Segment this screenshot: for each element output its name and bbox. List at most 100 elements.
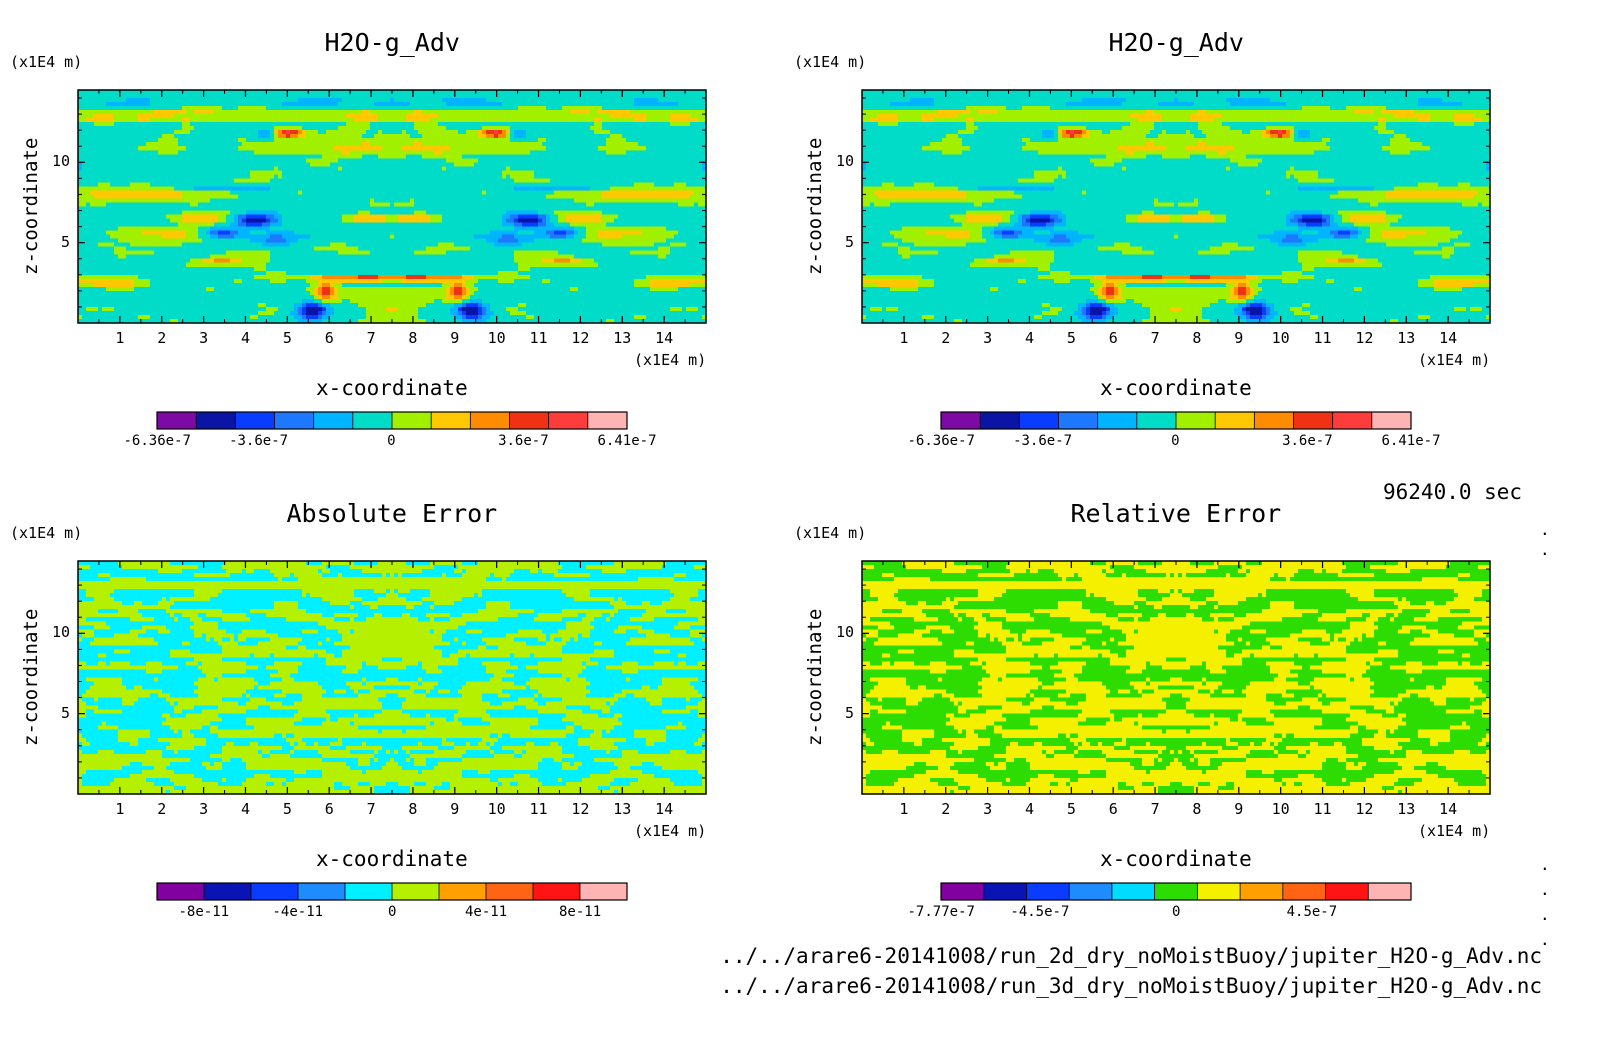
heatmap-cell: [82, 170, 87, 175]
heatmap-cell: [154, 275, 159, 280]
heatmap-cell: [174, 94, 179, 99]
heatmap-cell: [198, 263, 203, 268]
heatmap-cell: [178, 122, 183, 127]
heatmap-cell: [222, 138, 227, 143]
heatmap-cell: [342, 130, 347, 135]
heatmap-cell: [406, 279, 411, 284]
heatmap-cell: [382, 158, 387, 163]
heatmap-cell: [158, 150, 163, 155]
heatmap-cell: [162, 207, 167, 212]
heatmap-cell: [386, 186, 391, 191]
heatmap-cell: [418, 122, 423, 127]
heatmap-cell: [294, 219, 299, 224]
heatmap-cell: [198, 223, 203, 228]
heatmap-cell: [418, 235, 423, 240]
heatmap-cell: [306, 198, 311, 203]
heatmap-cell: [326, 315, 331, 320]
heatmap-cell: [326, 243, 331, 248]
heatmap-cell: [218, 271, 223, 276]
heatmap-cell: [346, 247, 351, 252]
heatmap-cell: [198, 231, 203, 236]
heatmap-cell: [282, 118, 287, 123]
heatmap-cell: [322, 223, 327, 228]
heatmap-cell: [198, 247, 203, 252]
heatmap-cell: [394, 158, 399, 163]
heatmap-cell: [278, 251, 283, 256]
heatmap-cell: [150, 178, 155, 183]
heatmap-cell: [402, 102, 407, 107]
heatmap-cell: [378, 243, 383, 248]
heatmap-cell: [142, 291, 147, 296]
heatmap-cell: [150, 126, 155, 131]
heatmap-cell: [138, 158, 143, 163]
heatmap-cell: [186, 182, 191, 187]
heatmap-cell: [86, 239, 91, 244]
heatmap-cell: [250, 223, 255, 228]
heatmap-cell: [234, 211, 239, 216]
heatmap-cell: [234, 134, 239, 139]
heatmap-cell: [370, 239, 375, 244]
heatmap-cell: [186, 259, 191, 264]
heatmap-cell: [302, 150, 307, 155]
heatmap-cell: [258, 158, 263, 163]
heatmap-cell: [322, 279, 327, 284]
heatmap-cell: [246, 275, 251, 280]
heatmap-cell: [382, 239, 387, 244]
heatmap-cell: [370, 215, 375, 220]
heatmap-cell: [334, 255, 339, 260]
heatmap-cell: [102, 219, 107, 224]
heatmap-cell: [166, 178, 171, 183]
heatmap-cell: [382, 215, 387, 220]
heatmap-cell: [278, 126, 283, 131]
heatmap-cell: [366, 118, 371, 123]
heatmap-cell: [234, 194, 239, 199]
heatmap-cell: [194, 239, 199, 244]
heatmap-cell: [202, 186, 207, 191]
heatmap-cell: [354, 130, 359, 135]
heatmap-cell: [250, 279, 255, 284]
heatmap-cell: [94, 154, 99, 159]
heatmap-cell: [370, 219, 375, 224]
heatmap-cell: [114, 295, 119, 300]
heatmap-cell: [422, 118, 427, 123]
heatmap-cell: [206, 122, 211, 127]
heatmap-cell: [306, 235, 311, 240]
heatmap-cell: [274, 142, 279, 147]
heatmap-cell: [202, 178, 207, 183]
heatmap-cell: [154, 158, 159, 163]
heatmap-cell: [358, 186, 363, 191]
heatmap-cell: [202, 271, 207, 276]
heatmap-cell: [170, 303, 175, 308]
heatmap-cell: [158, 166, 163, 171]
heatmap-cell: [410, 211, 415, 216]
heatmap-cell: [370, 114, 375, 119]
heatmap-cell: [362, 198, 367, 203]
heatmap-cell: [170, 287, 175, 292]
heatmap-cell: [218, 102, 223, 107]
heatmap-cell: [326, 207, 331, 212]
heatmap-cell: [230, 287, 235, 292]
heatmap-cell: [94, 182, 99, 187]
heatmap-cell: [374, 154, 379, 159]
heatmap-cell: [182, 190, 187, 195]
heatmap-cell: [294, 126, 299, 131]
heatmap-cell: [162, 98, 167, 103]
heatmap-cell: [418, 315, 423, 320]
heatmap-cell: [298, 170, 303, 175]
heatmap-cell: [414, 311, 419, 316]
heatmap-cell: [302, 211, 307, 216]
heatmap-cell: [234, 279, 239, 284]
heatmap-cell: [218, 178, 223, 183]
heatmap-cell: [350, 154, 355, 159]
heatmap-cell: [398, 223, 403, 228]
heatmap-cell: [406, 315, 411, 320]
heatmap-cell: [98, 239, 103, 244]
heatmap-cell: [250, 98, 255, 103]
heatmap-cell: [254, 307, 259, 312]
heatmap-cell: [222, 186, 227, 191]
heatmap-cell: [330, 283, 335, 288]
heatmap-cell: [86, 94, 91, 99]
heatmap-cell: [226, 219, 231, 224]
heatmap-cell: [190, 178, 195, 183]
heatmap-cell: [198, 146, 203, 151]
